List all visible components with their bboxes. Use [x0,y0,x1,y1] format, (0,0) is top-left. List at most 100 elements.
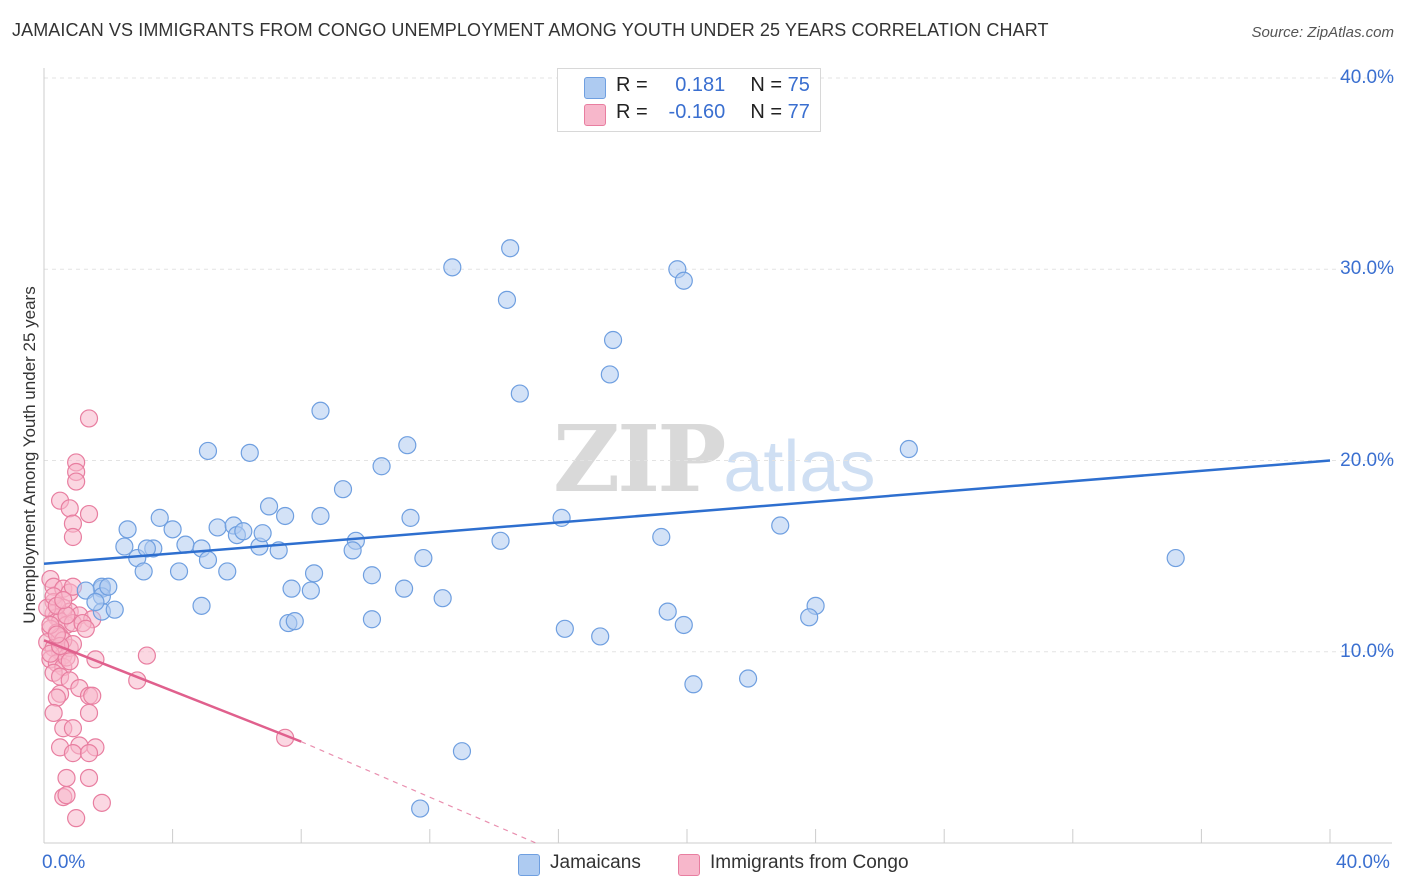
jamaican-point [333,480,353,499]
congo-point [76,619,95,638]
jamaican-point [311,401,330,420]
y-tick-label-0: 10.0% [1340,640,1394,662]
jamaican-point [411,799,430,818]
jamaican-point [198,441,218,461]
congo-point [79,768,99,788]
jamaican-point [497,290,517,309]
jamaican-point [684,675,703,694]
legend-r-label: R = [616,101,648,123]
jamaican-point [899,439,918,459]
jamaican-point [555,619,574,638]
bottom-legend-label: Immigrants from Congo [710,852,909,873]
jamaican-point [674,615,693,635]
legend-r-value: 0.181 [675,74,726,96]
bottom-legend-swatch-pink [678,854,700,876]
jamaican-point [150,508,169,527]
jamaican-point [443,258,462,277]
congo-trend-line [43,639,302,743]
congo-point [44,703,63,723]
series-jamaicans [76,239,1185,818]
jamaican-point [259,497,279,516]
y-tick-label-2: 30.0% [1340,258,1394,280]
x-tick-label-max: 40.0% [1336,852,1390,873]
jamaican-point [674,271,693,290]
congo-point [60,652,79,671]
congo-point [83,686,102,705]
chart-title: JAMAICAN VS IMMIGRANTS FROM CONGO UNEMPL… [12,20,1049,40]
jamaican-point [276,506,295,526]
jamaican-point [115,537,134,556]
jamaican-point [591,627,610,646]
congo-point [67,472,86,491]
jamaican-point [600,365,619,384]
congo-point [47,625,66,644]
congo-point [57,786,76,805]
congo-point [57,606,76,625]
legend-text: R = -0.160 N = 77 [616,101,810,124]
jamaican-point [401,508,420,527]
congo-point [57,768,76,788]
congo-point [63,527,83,547]
bottom-legend-swatch-blue [518,854,540,876]
jamaican-point [311,506,330,526]
jamaican-point [304,564,324,583]
series-congo [38,409,295,828]
congo-point [60,499,79,518]
jamaican-point [99,577,118,596]
axes [43,68,1392,844]
legend-swatch-pink [584,104,606,126]
watermark-atlas: atlas [723,427,876,507]
congo-trend-line-extension [300,741,537,844]
correlation-legend: R = 0.181 N = 75 R = -0.160 N = 77 [557,68,821,132]
jamaicans-trend-line [43,459,1331,566]
jamaican-point [301,581,320,600]
congo-point [79,744,99,763]
legend-r-label: R = [616,74,648,96]
grid-lines [44,77,1392,653]
legend-n-label: N = [750,101,783,123]
legend-r-value: -0.160 [668,101,726,123]
jamaican-point [652,527,671,547]
jamaican-point [738,669,758,688]
jamaican-point [208,518,227,537]
congo-point [79,703,99,723]
jamaican-point [800,608,819,627]
legend-text: R = 0.181 N = 75 [616,74,810,97]
watermark: ZIPatlas [553,405,875,513]
jamaican-point [414,548,433,568]
jamaican-point [343,541,362,560]
congo-point [92,793,111,812]
jamaican-point [362,610,382,629]
jamaican-point [501,239,520,258]
jamaican-point [240,443,259,462]
congo-point [67,809,86,828]
watermark-zip: ZIP [553,405,726,513]
jamaican-point [118,520,137,539]
jamaican-point [198,550,218,570]
jamaican-point [510,384,529,403]
bottom-legend-label: Jamaicans [550,852,641,873]
jamaican-point [282,579,301,598]
x-tick-label-min: 0.0% [42,852,86,873]
jamaican-point [134,562,153,581]
congo-point [63,719,83,738]
jamaican-point [86,592,105,612]
source-label: Source: ZipAtlas.com [1251,24,1394,41]
y-axis-label: Unemployment Among Youth under 25 years [20,286,39,624]
jamaican-point [253,524,272,543]
legend-n-value: 77 [787,101,810,123]
y-tick-label-3: 40.0% [1340,67,1394,88]
congo-point [54,591,73,610]
jamaican-point [105,600,124,619]
jamaican-point [362,566,382,585]
jamaican-point [452,742,472,761]
jamaican-point [163,520,182,539]
congo-point [79,409,99,428]
jamaican-point [285,612,304,631]
jamaican-point [218,562,237,581]
jamaican-point [491,531,510,550]
congo-point [79,504,99,524]
jamaican-point [176,535,195,554]
trend-lines [43,459,1331,844]
